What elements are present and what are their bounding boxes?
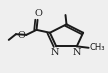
Text: O: O xyxy=(18,31,26,40)
Text: O: O xyxy=(35,9,43,18)
Text: CH₃: CH₃ xyxy=(89,43,105,52)
Text: N: N xyxy=(73,48,82,57)
Text: N: N xyxy=(51,48,60,57)
